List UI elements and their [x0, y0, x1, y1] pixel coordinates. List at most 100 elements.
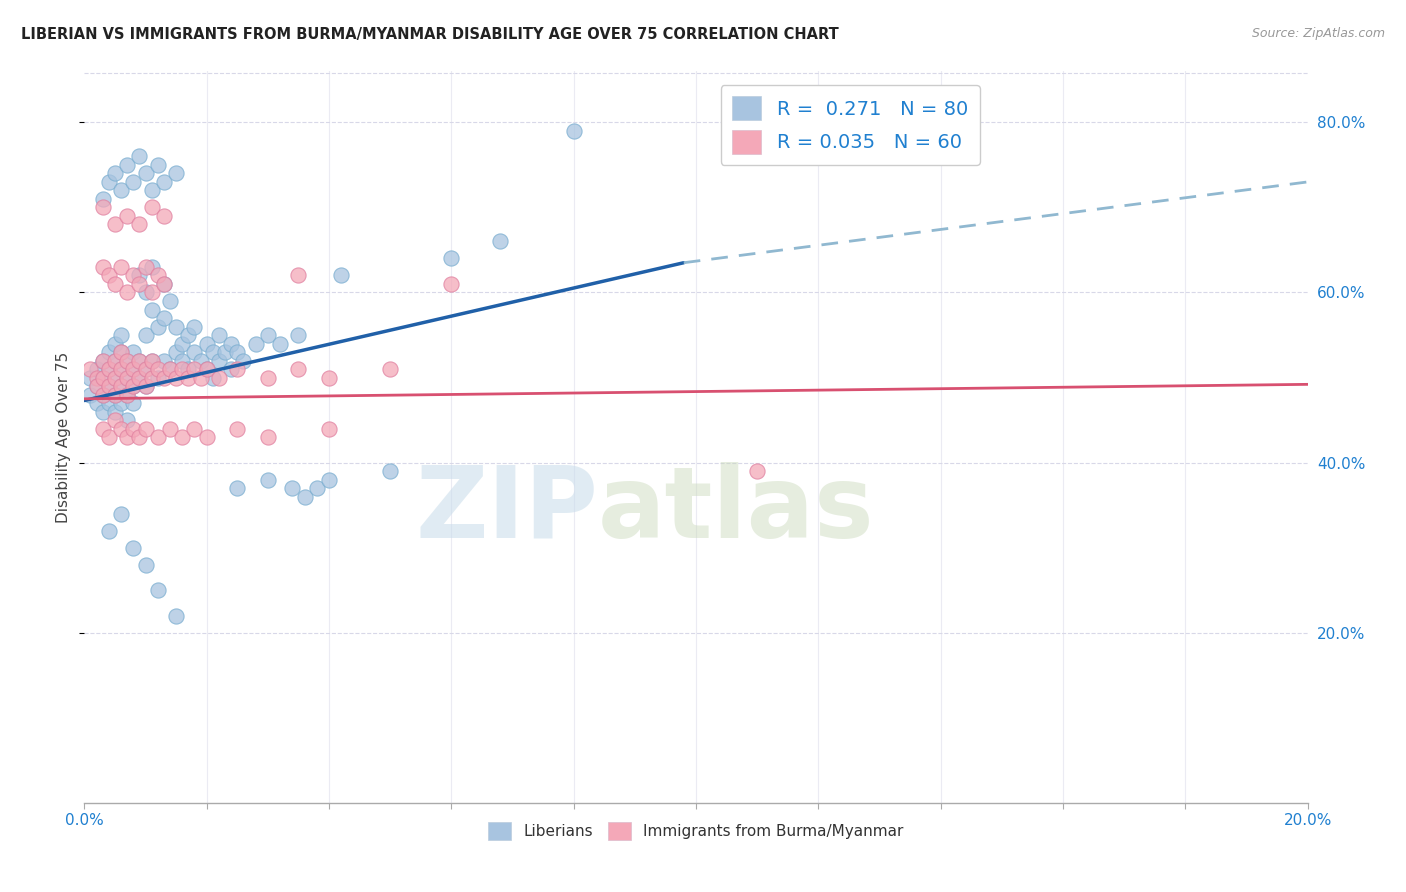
Point: [153, 311, 176, 326]
Point: [110, 362, 132, 376]
Point: [172, 353, 194, 368]
Point: [208, 370, 231, 384]
Point: [115, 353, 138, 368]
Point: [122, 396, 145, 410]
Point: [172, 430, 194, 444]
Point: [747, 464, 769, 478]
Point: [91, 260, 114, 274]
Point: [104, 370, 127, 384]
Point: [86, 379, 108, 393]
Point: [232, 353, 254, 368]
Point: [141, 353, 163, 368]
Point: [141, 370, 163, 384]
Point: [104, 387, 127, 401]
Point: [318, 473, 340, 487]
Point: [146, 268, 169, 283]
Point: [110, 183, 132, 197]
Point: [135, 421, 157, 435]
Point: [294, 490, 316, 504]
Point: [91, 353, 114, 368]
Point: [318, 370, 340, 384]
Point: [91, 353, 114, 368]
Point: [226, 421, 249, 435]
Point: [330, 268, 353, 283]
Point: [562, 124, 585, 138]
Point: [135, 166, 157, 180]
Point: [146, 158, 169, 172]
Point: [201, 345, 224, 359]
Point: [122, 379, 145, 393]
Point: [141, 201, 163, 215]
Point: [172, 362, 194, 376]
Point: [208, 328, 231, 343]
Point: [159, 362, 181, 376]
Point: [195, 362, 218, 376]
Point: [122, 379, 145, 393]
Point: [104, 336, 127, 351]
Point: [287, 328, 309, 343]
Point: [146, 430, 169, 444]
Point: [79, 387, 101, 401]
Point: [146, 362, 169, 376]
Text: Source: ZipAtlas.com: Source: ZipAtlas.com: [1251, 27, 1385, 40]
Point: [135, 362, 157, 376]
Point: [135, 285, 157, 300]
Point: [257, 328, 280, 343]
Text: LIBERIAN VS IMMIGRANTS FROM BURMA/MYANMAR DISABILITY AGE OVER 75 CORRELATION CHA: LIBERIAN VS IMMIGRANTS FROM BURMA/MYANMA…: [21, 27, 839, 42]
Point: [141, 302, 163, 317]
Point: [195, 430, 218, 444]
Point: [165, 166, 187, 180]
Point: [91, 370, 114, 384]
Point: [257, 430, 280, 444]
Point: [97, 524, 120, 538]
Text: ZIP: ZIP: [415, 462, 598, 558]
Point: [177, 362, 200, 376]
Point: [128, 353, 150, 368]
Point: [287, 268, 309, 283]
Point: [128, 430, 150, 444]
Point: [97, 268, 120, 283]
Point: [122, 345, 145, 359]
Point: [115, 285, 138, 300]
Point: [159, 421, 181, 435]
Y-axis label: Disability Age Over 75: Disability Age Over 75: [56, 351, 72, 523]
Point: [318, 421, 340, 435]
Point: [201, 370, 224, 384]
Point: [489, 235, 512, 249]
Point: [135, 379, 157, 393]
Point: [79, 370, 101, 384]
Point: [226, 345, 249, 359]
Point: [219, 336, 242, 351]
Point: [153, 277, 176, 291]
Point: [86, 370, 108, 384]
Point: [146, 370, 169, 384]
Point: [110, 362, 132, 376]
Point: [79, 362, 101, 376]
Point: [146, 583, 169, 598]
Point: [208, 353, 231, 368]
Point: [153, 277, 176, 291]
Point: [440, 252, 463, 266]
Legend: Liberians, Immigrants from Burma/Myanmar: Liberians, Immigrants from Burma/Myanmar: [482, 815, 910, 847]
Point: [257, 473, 280, 487]
Point: [195, 336, 218, 351]
Point: [97, 362, 120, 376]
Point: [281, 481, 304, 495]
Point: [219, 362, 242, 376]
Point: [115, 370, 138, 384]
Point: [104, 353, 127, 368]
Point: [305, 481, 328, 495]
Point: [183, 421, 205, 435]
Point: [91, 201, 114, 215]
Point: [287, 362, 309, 376]
Point: [115, 413, 138, 427]
Point: [226, 481, 249, 495]
Point: [97, 379, 120, 393]
Point: [110, 421, 132, 435]
Point: [380, 362, 402, 376]
Point: [110, 328, 132, 343]
Point: [165, 345, 187, 359]
Point: [86, 396, 108, 410]
Point: [97, 362, 120, 376]
Point: [190, 370, 212, 384]
